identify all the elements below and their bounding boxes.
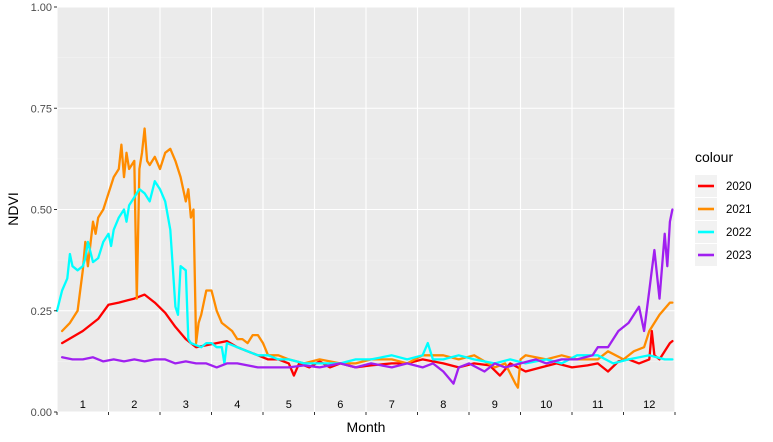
y-tick-label: 0.50 [31, 205, 52, 217]
month-label: 12 [643, 399, 655, 411]
series-line-2023 [60, 208, 674, 385]
month-label: 2 [131, 399, 137, 411]
month-label: 6 [337, 399, 343, 411]
x-axis [56, 412, 676, 415]
legend-label-2021: 2021 [726, 204, 752, 216]
y-tick-label: 1.00 [31, 2, 52, 14]
month-label: 4 [234, 399, 240, 411]
series-line-2022 [55, 180, 674, 365]
month-label: 8 [440, 399, 446, 411]
y-axis: 0.00 0.25 0.50 0.75 1.00 [31, 2, 57, 419]
month-label: 10 [540, 399, 552, 411]
month-label: 5 [286, 399, 292, 411]
y-tick-label: 0.75 [31, 103, 52, 115]
y-axis-title: NDVI [5, 192, 21, 225]
y-tick-label: 0.00 [31, 407, 52, 419]
month-label: 11 [592, 399, 603, 411]
x-axis-title: Month [347, 419, 386, 435]
month-label: 9 [492, 399, 498, 411]
legend: colour 2020 2021 2022 2023 [695, 149, 752, 266]
month-label: 1 [80, 399, 86, 411]
month-labels: 1 2 3 4 5 6 7 8 9 10 11 12 [80, 399, 656, 411]
series-line-2021 [60, 127, 674, 389]
y-tick-label: 0.25 [31, 306, 52, 318]
month-label: 7 [389, 399, 395, 411]
series-lines [55, 127, 674, 389]
month-label: 3 [183, 399, 189, 411]
legend-title: colour [695, 149, 733, 165]
legend-label-2022: 2022 [726, 227, 752, 239]
legend-label-2020: 2020 [726, 181, 752, 193]
legend-label-2023: 2023 [726, 250, 752, 262]
